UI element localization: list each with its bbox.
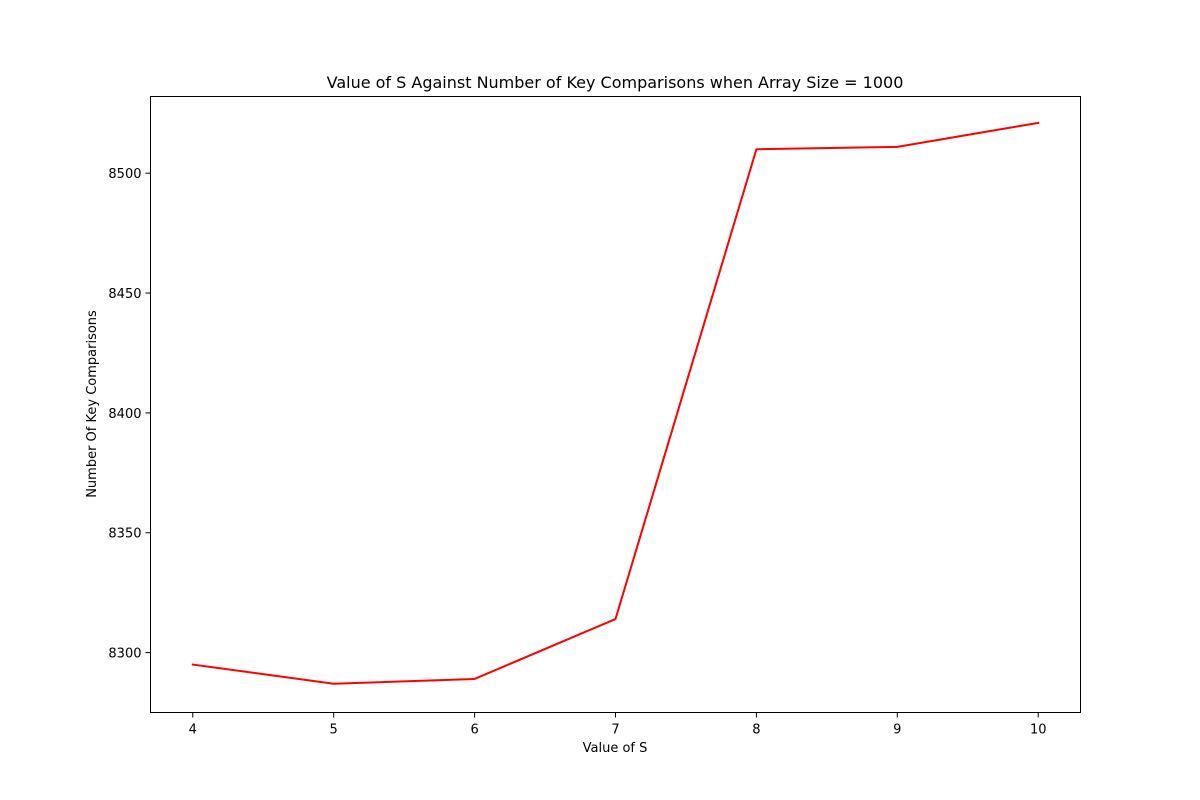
x-tick-label: 10 <box>1030 723 1047 738</box>
y-tick-label: 8300 <box>108 647 141 662</box>
y-axis-ticks: 8300 8350 8400 8450 8500 <box>108 167 151 662</box>
y-tick-label: 8450 <box>108 287 141 302</box>
x-axis-label: Value of S <box>583 741 648 756</box>
x-axis-ticks: 4 5 6 7 8 9 10 <box>189 712 1047 738</box>
x-tick-label: 6 <box>470 723 478 738</box>
y-axis-label: Number Of Key Comparisons <box>85 310 100 498</box>
series-line <box>191 121 1040 685</box>
x-tick-label: 9 <box>893 723 901 738</box>
y-tick-label: 8500 <box>108 167 141 182</box>
chart-title: Value of S Against Number of Key Compari… <box>327 73 904 92</box>
series-layer <box>191 121 1040 685</box>
y-tick-label: 8350 <box>108 527 141 542</box>
x-tick-label: 4 <box>189 723 197 738</box>
x-tick-label: 5 <box>330 723 338 738</box>
x-tick-label: 8 <box>752 723 760 738</box>
x-tick-label: 7 <box>611 723 619 738</box>
y-tick-label: 8400 <box>108 407 141 422</box>
